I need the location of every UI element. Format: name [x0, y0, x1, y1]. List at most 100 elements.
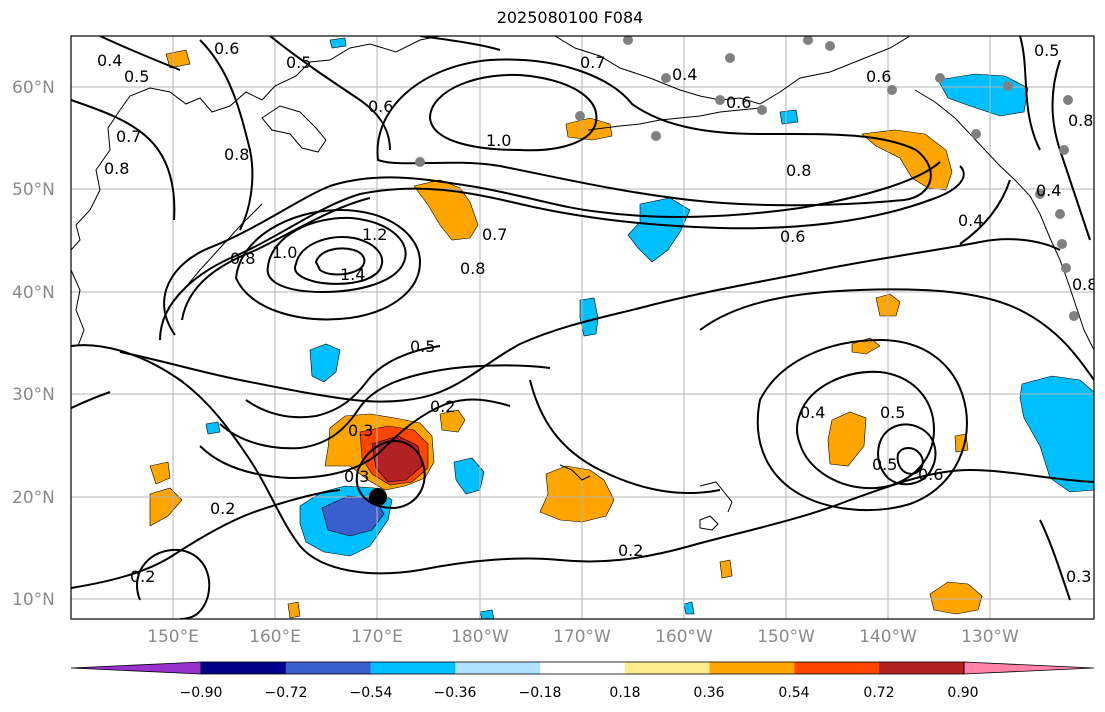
contour-label: 0.5: [1034, 41, 1059, 60]
station-marker: [415, 157, 425, 167]
station-marker: [661, 73, 671, 83]
map-title: 2025080100 F084: [496, 8, 644, 27]
colorbar-tick-label: 0.90: [947, 685, 978, 701]
coastlines: [71, 36, 1094, 531]
station-marker: [825, 41, 835, 51]
anomaly-patch: [205, 421, 221, 435]
anomaly-patch: [329, 37, 347, 49]
contour-label: 0.4: [958, 211, 983, 230]
lon-tick-label: 170°E: [351, 627, 403, 647]
contour-label: 0.8: [1072, 275, 1097, 294]
contour-label: 0.8: [230, 249, 255, 268]
station-marker: [1063, 95, 1073, 105]
lat-tick-label: 10°N: [12, 590, 55, 610]
colorbar-segment: [70, 661, 202, 675]
map-frame: [70, 35, 1095, 620]
coastline: [587, 107, 761, 131]
lon-tick-label: 140°W: [859, 627, 917, 647]
colorbar-tick-label: −0.36: [434, 685, 477, 701]
contour-label: 0.6: [780, 227, 805, 246]
contour-label: 1.0: [272, 243, 297, 262]
colorbar-segment: [285, 662, 372, 674]
coastline: [699, 515, 719, 531]
station-marker: [1055, 209, 1065, 219]
contour-label: 0.6: [368, 97, 393, 116]
lat-axis: 60°N 50°N 40°N 30°N 20°N 10°N: [12, 78, 55, 610]
contour-line: [199, 36, 391, 231]
station-markers: [415, 36, 1079, 321]
contour-label: 1.4: [340, 265, 365, 284]
lon-tick-label: 150°W: [757, 627, 815, 647]
colorbar-segment: [879, 662, 965, 674]
lon-tick-label: 170°W: [553, 627, 611, 647]
anomaly-patch: [929, 581, 983, 615]
contour-label: 0.8: [104, 159, 129, 178]
contour-line: [756, 338, 968, 512]
anomaly-patch: [683, 601, 695, 615]
coastline: [554, 36, 911, 105]
colorbar-segment: [201, 662, 287, 674]
anomaly-patch: [779, 109, 799, 125]
station-marker: [803, 36, 813, 45]
colorbar-tick-label: −0.90: [180, 685, 223, 701]
station-marker: [971, 129, 981, 139]
station-marker: [651, 131, 661, 141]
coastline: [559, 464, 591, 481]
contour-line: [428, 74, 598, 152]
contour-label: 1.2: [362, 225, 387, 244]
colorbar-segment: [794, 662, 880, 674]
station-marker: [1003, 81, 1013, 91]
contour-label: 0.8: [786, 161, 811, 180]
colorbar-segment: [455, 662, 541, 674]
coastline: [169, 203, 263, 307]
contour-label: 0.2: [618, 541, 643, 560]
station-marker: [1057, 239, 1067, 249]
contour-label: 0.8: [1068, 111, 1093, 130]
contour-line: [234, 208, 422, 321]
lon-tick-label: 160°W: [655, 627, 713, 647]
contour-line: [314, 247, 366, 276]
anomaly-patch: [861, 129, 953, 191]
contour-label: 0.5: [410, 337, 435, 356]
contour-label: 0.7: [116, 127, 141, 146]
contour-label: 0.8: [460, 259, 485, 278]
location-marker: [369, 488, 387, 506]
contour-label: 0.2: [130, 567, 155, 586]
lat-tick-label: 20°N: [12, 488, 55, 508]
colorbar-tick-label: 0.54: [778, 685, 809, 701]
contour-line: [896, 447, 924, 476]
contour-line: [419, 36, 501, 51]
contour-label: 0.7: [482, 225, 507, 244]
anomaly-patch: [287, 601, 301, 619]
colorbar-segment: [709, 662, 795, 674]
contour-label: 0.6: [918, 465, 943, 484]
colorbar-segment: [963, 661, 1095, 675]
contour-label: 0.5: [880, 403, 905, 422]
contour-line: [245, 345, 441, 419]
anomaly-patch: [627, 197, 691, 263]
colorbar-tick-label: −0.72: [265, 685, 308, 701]
station-marker: [887, 85, 897, 95]
anomaly-patch: [579, 297, 599, 337]
station-marker: [725, 53, 735, 63]
contour-line: [529, 379, 721, 495]
contour-label: 1.0: [486, 131, 511, 150]
contour-label: 0.5: [872, 455, 897, 474]
station-marker: [1069, 311, 1079, 321]
coastline: [699, 481, 733, 513]
contour-label: 0.3: [348, 421, 373, 440]
station-marker: [757, 105, 767, 115]
lat-tick-label: 40°N: [12, 283, 55, 303]
colorbar-tick-label: 0.36: [693, 685, 724, 701]
contour-line: [355, 440, 426, 510]
station-marker: [1035, 189, 1045, 199]
anomaly-patch: [309, 343, 341, 383]
contour-label: 0.4: [800, 403, 825, 422]
colorbar: [70, 661, 1095, 675]
contour-line: [219, 364, 551, 450]
station-marker: [623, 36, 633, 45]
coastline: [914, 89, 1094, 351]
colorbar-segment: [370, 662, 456, 674]
contour-line: [199, 398, 511, 480]
